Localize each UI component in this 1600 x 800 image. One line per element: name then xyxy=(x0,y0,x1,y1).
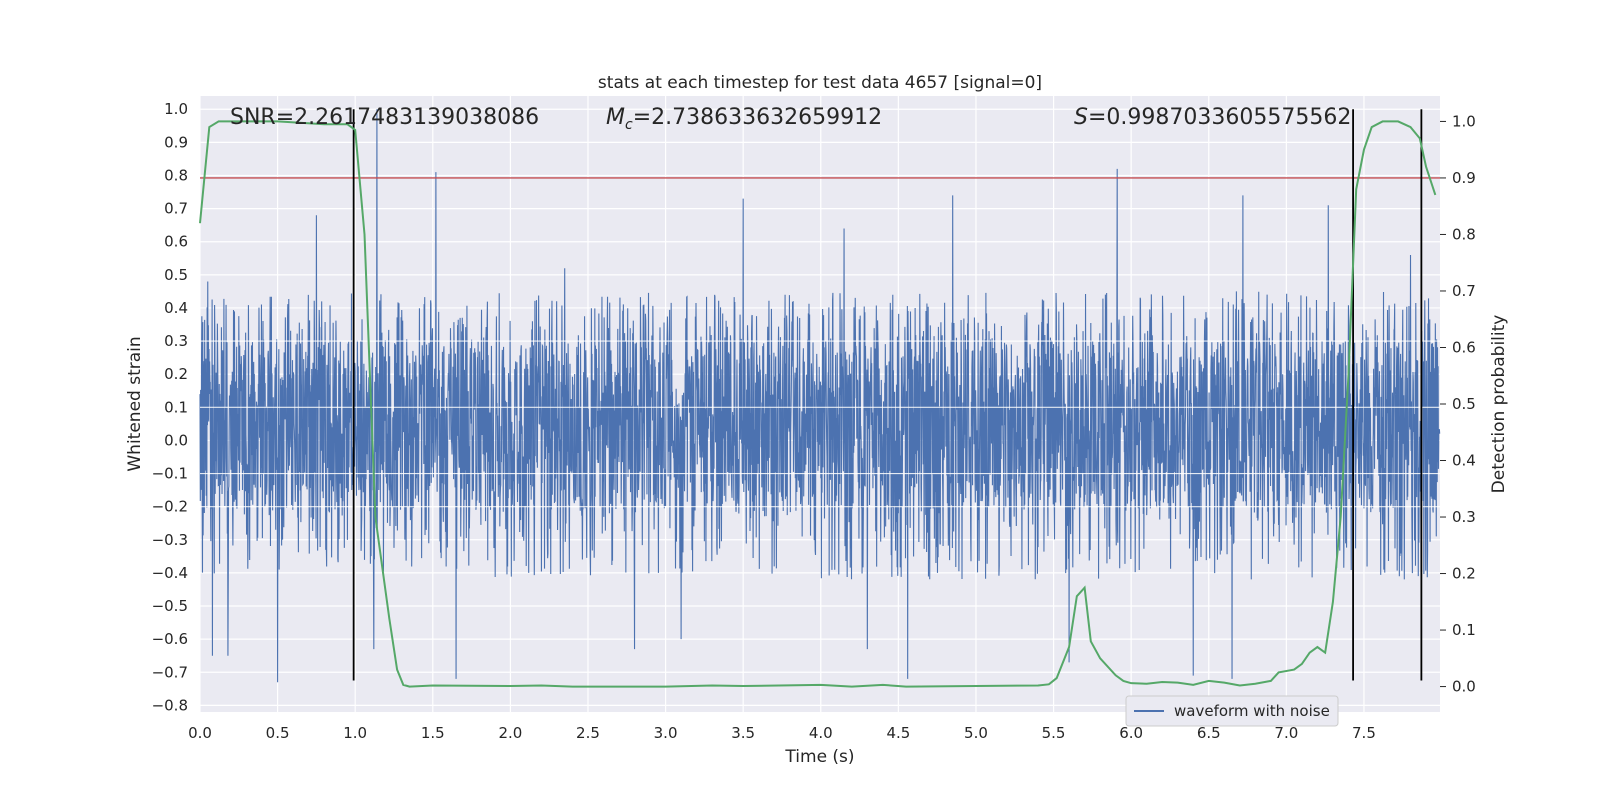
y-tick-label: −0.2 xyxy=(152,498,188,516)
y-tick-label: −0.1 xyxy=(152,465,188,483)
y2-tick-label: 1.0 xyxy=(1452,112,1476,130)
x-tick-label: 1.5 xyxy=(421,724,445,742)
legend-box xyxy=(1125,695,1339,727)
y-tick-label: 0.1 xyxy=(164,398,188,416)
x-tick-label: 6.0 xyxy=(1119,724,1143,742)
y2-tick-label: 0.9 xyxy=(1452,169,1476,187)
y-tick-label: −0.4 xyxy=(152,564,188,582)
s-value: =0.9987033605575562 xyxy=(1088,105,1351,130)
chirp-mass-subscript: c xyxy=(625,117,633,133)
x-tick-label: 7.5 xyxy=(1352,724,1376,742)
y-tick-label: −0.5 xyxy=(152,597,188,615)
s-symbol: S xyxy=(1074,105,1088,130)
y-tick-label: 0.2 xyxy=(164,365,188,383)
y2-tick-label: 0.5 xyxy=(1452,395,1476,413)
y-tick-label: −0.7 xyxy=(152,663,188,681)
legend: waveform with noise xyxy=(1125,695,1339,727)
y-tick-label: −0.8 xyxy=(152,696,188,714)
x-tick-label: 0.0 xyxy=(188,724,212,742)
y2-tick-label: 0.6 xyxy=(1452,338,1476,356)
x-tick-label: 7.0 xyxy=(1274,724,1298,742)
y-tick-label: 1.0 xyxy=(164,100,188,118)
y2-tick-label: 0.7 xyxy=(1452,282,1476,300)
y2-tick-label: 0.4 xyxy=(1452,452,1476,470)
x-tick-label: 2.0 xyxy=(498,724,522,742)
waveform-line xyxy=(199,109,1441,683)
x-tick-label: 4.0 xyxy=(809,724,833,742)
probability-line xyxy=(199,120,1437,688)
chirp-mass-value: =2.738633632659912 xyxy=(633,105,882,130)
legend-label: waveform with noise xyxy=(1174,702,1330,720)
x-tick-label: 3.0 xyxy=(654,724,678,742)
y2-tick-label: 0.3 xyxy=(1452,508,1476,526)
y2-tick-label: 0.1 xyxy=(1452,621,1476,639)
chart-title: stats at each timestep for test data 465… xyxy=(598,73,1042,93)
x-tick-label: 2.5 xyxy=(576,724,600,742)
y2-tick-label: 0.2 xyxy=(1452,565,1476,583)
x-axis-label: Time (s) xyxy=(784,747,854,767)
y-tick-label: 0.7 xyxy=(164,200,188,218)
x-tick-label: 4.5 xyxy=(886,724,910,742)
y2-tick-label: 0.0 xyxy=(1452,678,1476,696)
y2-axis-label: Detection probability xyxy=(1489,315,1509,494)
x-tick-label: 0.5 xyxy=(266,724,290,742)
s-annotation: S=0.9987033605575562 xyxy=(1074,105,1351,130)
y-tick-label: −0.6 xyxy=(152,630,188,648)
probability-series xyxy=(199,120,1437,688)
y-tick-label: 0.0 xyxy=(164,431,188,449)
overlay-lines xyxy=(200,109,1440,681)
y-tick-label: −0.3 xyxy=(152,531,188,549)
x-tick-label: 5.5 xyxy=(1042,724,1066,742)
x-tick-label: 3.5 xyxy=(731,724,755,742)
chirp-mass-symbol: M xyxy=(606,105,625,130)
y-tick-label: 0.4 xyxy=(164,299,188,317)
y-tick-label: 0.9 xyxy=(164,133,188,151)
x-tick-label: 5.0 xyxy=(964,724,988,742)
chirp-mass-annotation: Mc=2.738633632659912 xyxy=(606,105,882,133)
x-tick-label: 6.5 xyxy=(1197,724,1221,742)
axis-ticks: 0.0 0.5 1.0 1.5 2.0 2.5 3.0 3.5 4.0 4.5 5.0 5.5 6.0 6… xyxy=(152,100,1476,742)
y-tick-label: 0.5 xyxy=(164,266,188,284)
x-tick-label: 1.0 xyxy=(343,724,367,742)
y-tick-label: 0.8 xyxy=(164,166,188,184)
y-axis-label: Whitened strain xyxy=(125,336,145,471)
y-tick-label: 0.3 xyxy=(164,332,188,350)
waveform-series xyxy=(199,109,1441,683)
snr-annotation: SNR=2.2617483139038086 xyxy=(230,105,539,130)
y2-tick-label: 0.8 xyxy=(1452,225,1476,243)
y-tick-label: 0.6 xyxy=(164,233,188,251)
